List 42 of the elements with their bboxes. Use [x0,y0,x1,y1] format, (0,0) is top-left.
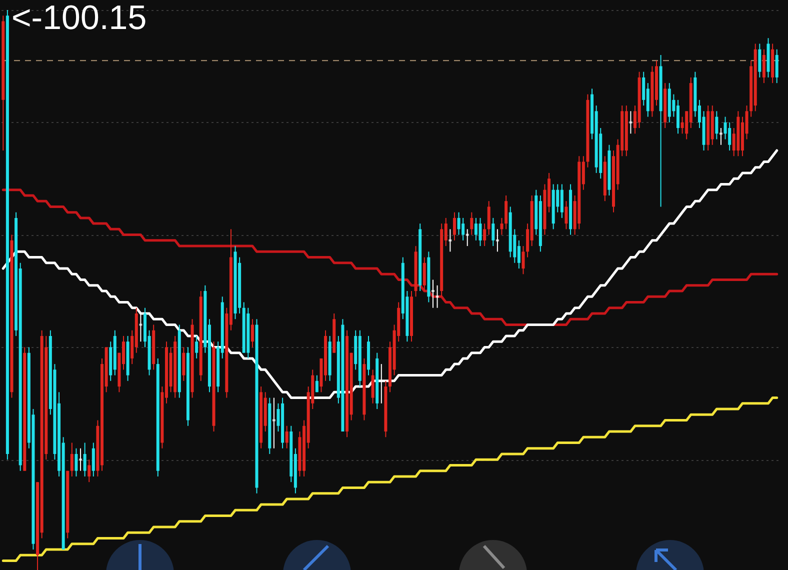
candlestick [88,459,91,483]
candlestick [500,217,504,236]
candlestick [195,335,198,359]
candlestick [250,318,254,348]
candlestick [504,194,508,230]
candlestick [629,110,632,134]
candlestick [466,228,469,247]
candlestick [448,228,452,252]
candlestick [431,279,434,308]
candlestick [452,212,456,241]
candlestick [719,128,722,146]
candlestick [436,284,439,308]
candlestick [470,212,474,236]
candlestick [285,425,288,449]
candlestick [182,346,186,382]
candlestick [422,256,426,292]
candlestick [715,110,718,140]
candlestick [483,223,486,247]
candlestick [758,43,762,78]
annotation: <-100.15 [11,0,147,37]
candlestick [70,442,74,477]
candlestick [272,397,276,449]
candlestick [775,48,778,84]
candlestick [139,312,142,342]
candlestick [79,448,82,472]
candlestick [560,184,564,218]
candlestick [676,99,680,134]
candlestick [315,374,318,393]
candlestick [74,448,78,477]
candlestick [564,200,568,230]
candlestick [83,442,86,477]
candlestick [762,48,766,84]
candlestick [457,212,460,236]
candlestick [478,217,482,247]
candlestick [462,217,465,241]
candlestick [496,228,499,252]
candlestick [522,246,525,275]
candlestick [728,122,732,151]
candlestick [492,217,495,247]
candlestick [371,369,374,404]
candlestick [92,442,95,477]
candlestick [487,200,490,236]
